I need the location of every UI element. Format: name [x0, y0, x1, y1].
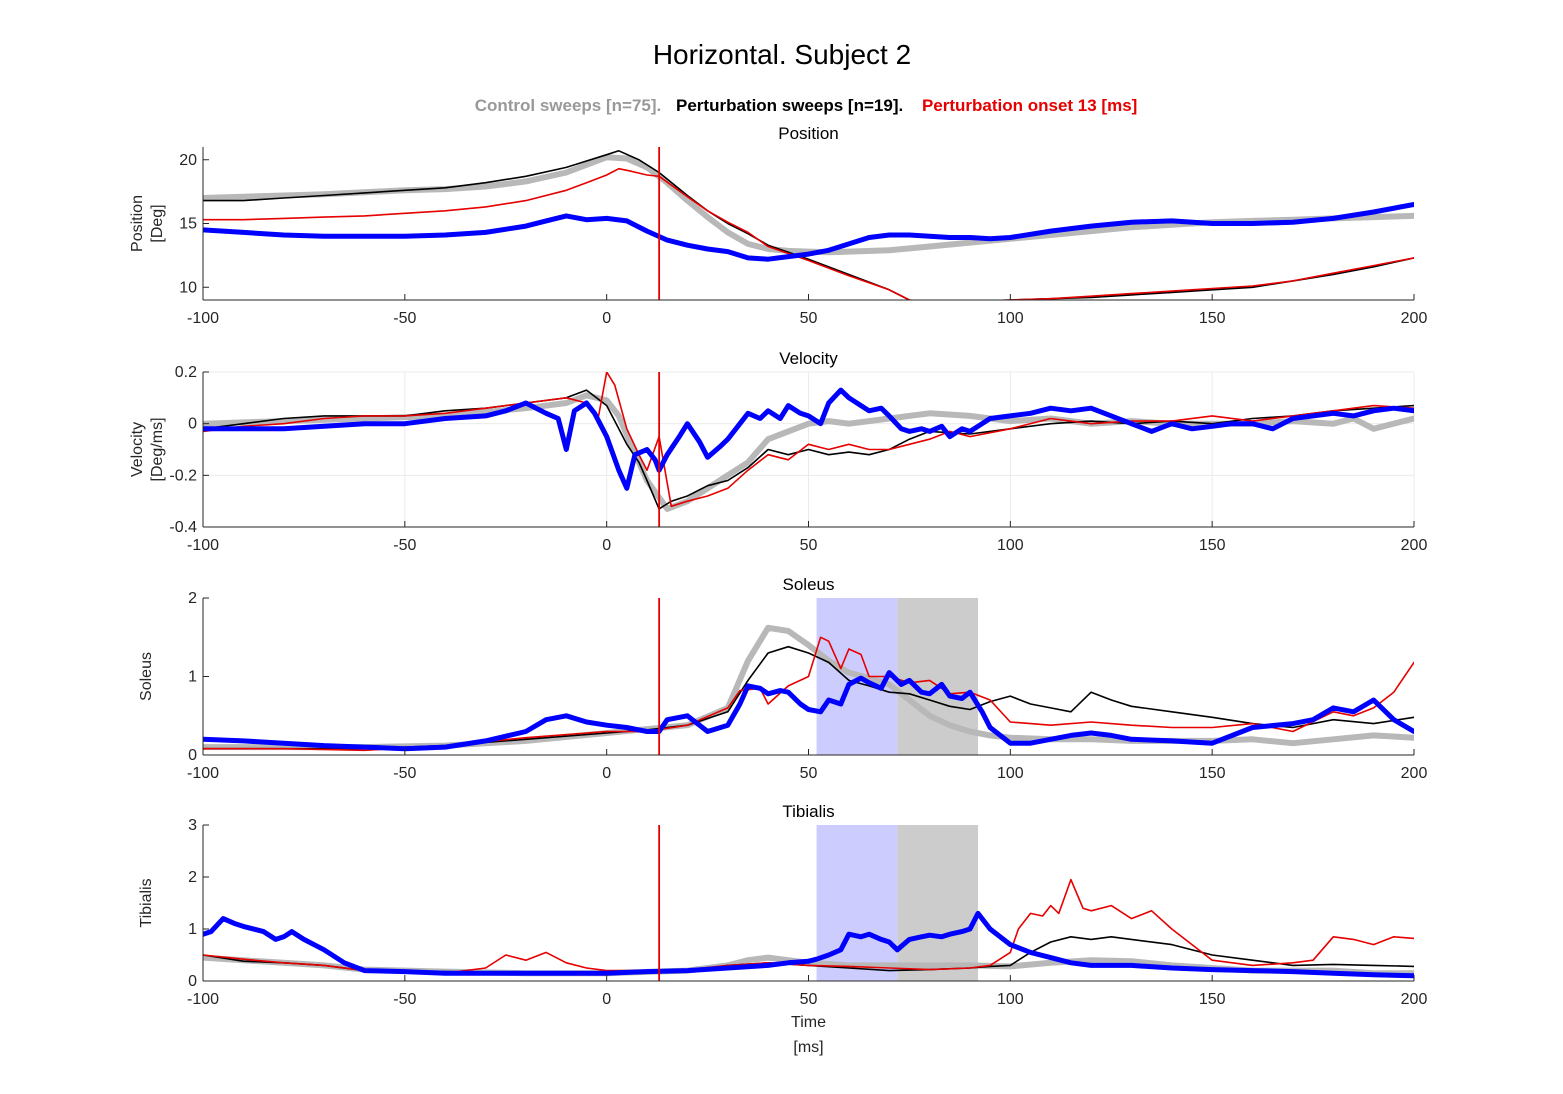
- panel-position: -100 -50 0 50 100 150 200101520PositionPositio…: [129, 124, 1427, 327]
- y-tick-label: 15: [179, 216, 197, 233]
- legend-control-label: Control sweeps [n=75].: [475, 96, 662, 115]
- x-tick-label: 200: [1401, 991, 1428, 1008]
- x-tick-label: 0: [602, 991, 611, 1008]
- x-tick-label: 100: [997, 991, 1024, 1008]
- x-tick-label: 50: [800, 537, 818, 554]
- x-tick-label: 50: [800, 991, 818, 1008]
- x-tick-label: -100: [187, 537, 219, 554]
- y-tick-label: 0: [188, 416, 197, 433]
- x-tick-label: 100: [997, 537, 1024, 554]
- series-control-position: [203, 154, 1414, 256]
- x-axis-label: Time: [791, 1014, 826, 1031]
- panel-title-soleus: Soleus: [783, 575, 835, 594]
- legend-perturbation-label: Perturbation sweeps [n=19].: [676, 96, 903, 115]
- legend-onset-label: Perturbation onset 13 [ms]: [922, 96, 1137, 115]
- y-tick-label: -0.4: [169, 519, 197, 536]
- y-tick-label: 1: [188, 669, 197, 686]
- panel-title-tibialis: Tibialis: [782, 802, 834, 821]
- series-group: [203, 624, 1414, 752]
- panel-tibialis: -100 -50 0 50 100 150 200 0 1 2 3 Tibialis Tibialis T…: [138, 802, 1427, 1056]
- series-group: [203, 372, 1414, 512]
- x-tick-label: 0: [602, 765, 611, 782]
- y-tick-label: 1: [188, 921, 197, 938]
- x-tick-label: 150: [1199, 310, 1226, 327]
- y-tick-label: 3: [188, 817, 197, 834]
- series-blue-soleus: [203, 670, 1414, 752]
- y-axis-label-line: Velocity: [129, 422, 146, 477]
- y-tick-label: 0.2: [175, 364, 197, 381]
- x-tick-label: 50: [800, 765, 818, 782]
- y-tick-label: 2: [188, 590, 197, 607]
- shaded-window-2: [897, 825, 979, 981]
- x-tick-label: 50: [800, 310, 818, 327]
- y-tick-label: 0: [188, 973, 197, 990]
- y-tick-label: 20: [179, 152, 197, 169]
- x-tick-label: 200: [1401, 765, 1428, 782]
- x-tick-label: -100: [187, 310, 219, 327]
- y-tick-label: 2: [188, 869, 197, 886]
- x-tick-label: 0: [602, 537, 611, 554]
- x-tick-label: 100: [997, 765, 1024, 782]
- legend: Control sweeps [n=75]. Perturbation swee…: [475, 96, 1138, 115]
- x-axis-label: [ms]: [793, 1039, 823, 1056]
- panel-title-position: Position: [778, 124, 838, 143]
- x-tick-label: 150: [1199, 765, 1226, 782]
- figure-title: Horizontal. Subject 2: [653, 39, 911, 70]
- x-tick-label: -50: [393, 991, 416, 1008]
- y-tick-label: 10: [179, 279, 197, 296]
- x-tick-label: 200: [1401, 310, 1428, 327]
- series-blue-tibialis: [203, 910, 1414, 979]
- y-axis-label: Velocity [Deg/ms]: [129, 417, 166, 481]
- panel-soleus: -100 -50 0 50 100 150 200 0 1 2 Soleus Soleus: [138, 575, 1427, 782]
- x-tick-label: -50: [393, 765, 416, 782]
- y-axis-label: Position [Deg]: [129, 195, 166, 252]
- x-tick-label: 150: [1199, 537, 1226, 554]
- series-red-soleus: [203, 636, 1414, 752]
- y-axis-label-line: [Deg]: [149, 204, 166, 242]
- x-tick-label: -100: [187, 991, 219, 1008]
- x-tick-label: -50: [393, 310, 416, 327]
- x-tick-label: 100: [997, 310, 1024, 327]
- series-blue-velocity: [203, 387, 1414, 491]
- y-axis-label-line: Tibialis: [138, 878, 155, 927]
- x-tick-label: 200: [1401, 537, 1428, 554]
- x-tick-label: -50: [393, 537, 416, 554]
- series-perturbation-position: [203, 150, 1414, 300]
- x-tick-label: 150: [1199, 991, 1226, 1008]
- series-red-tibialis: [203, 878, 1414, 975]
- y-axis-label: Tibialis: [138, 878, 155, 927]
- panel-velocity: -100 -50 0 50 100 150 200-0.4-0.200.2VelocityV…: [129, 349, 1427, 554]
- x-tick-label: 0: [602, 310, 611, 327]
- series-red-position: [203, 167, 1414, 300]
- y-tick-label: -0.2: [169, 467, 197, 484]
- y-axis-label-line: Soleus: [138, 652, 155, 701]
- x-tick-label: -100: [187, 765, 219, 782]
- panels: -100 -50 0 50 100 150 200101520PositionPositio…: [129, 124, 1427, 1056]
- y-tick-label: 0: [188, 747, 197, 764]
- series-red-velocity: [203, 372, 1414, 508]
- panel-title-velocity: Velocity: [779, 349, 838, 368]
- y-axis-label-line: Position: [129, 195, 146, 252]
- series-blue-position: [203, 201, 1414, 262]
- y-axis-label: Soleus: [138, 652, 155, 701]
- series-group: [203, 150, 1414, 300]
- series-group: [203, 878, 1414, 979]
- y-axis-label-line: [Deg/ms]: [149, 417, 166, 481]
